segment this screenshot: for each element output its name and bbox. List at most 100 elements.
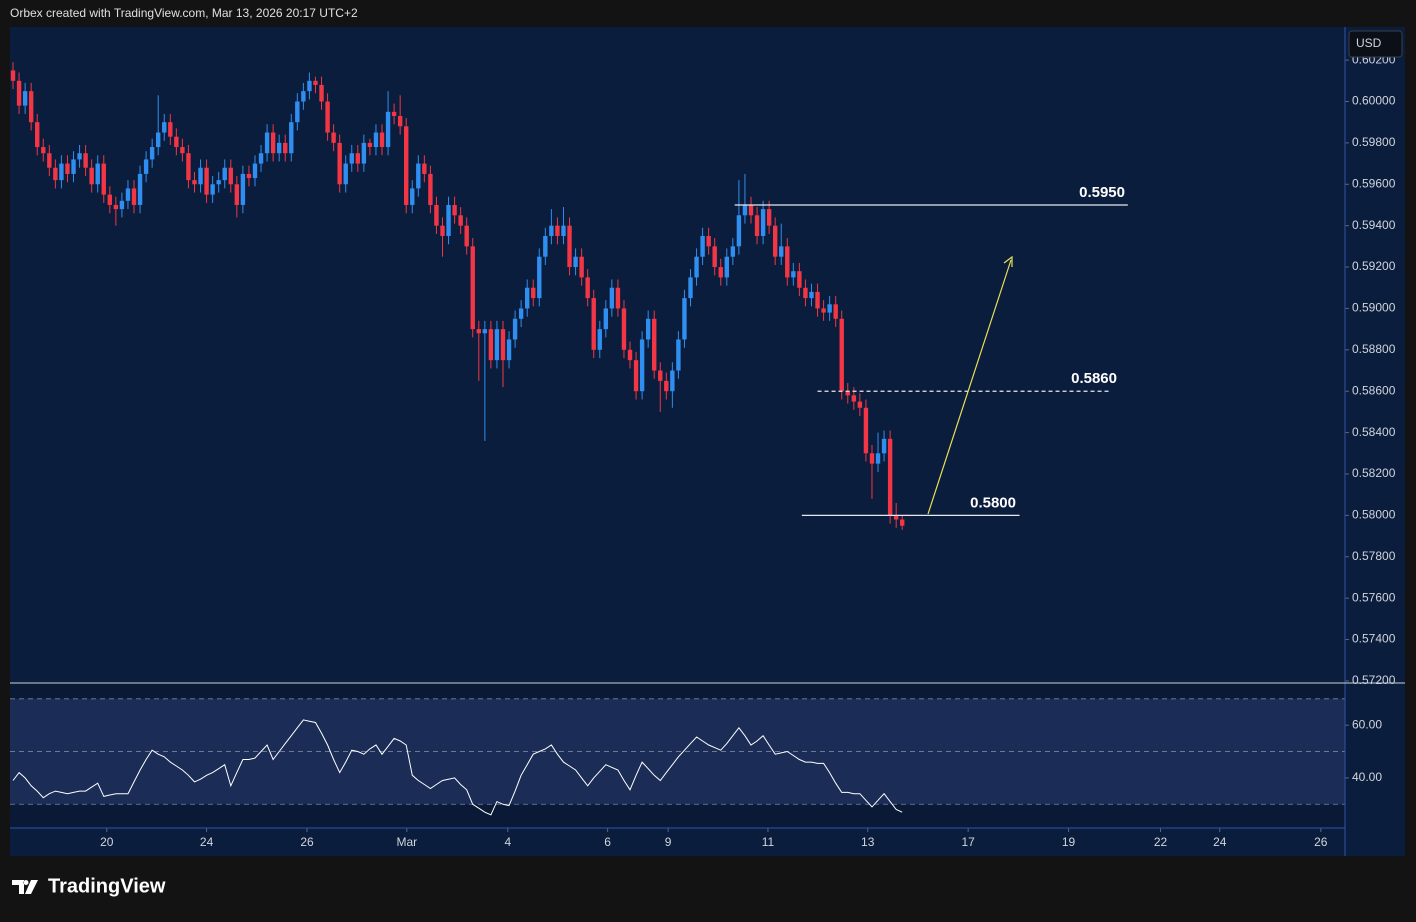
candle-body — [700, 236, 705, 257]
candle-body — [821, 308, 826, 313]
level-label: 0.5950 — [1079, 184, 1125, 201]
y-tick-label: 0.57600 — [1352, 590, 1396, 604]
candle-body — [28, 91, 34, 123]
candle-body — [434, 204, 439, 226]
candle-body — [186, 153, 191, 181]
candle-body — [113, 204, 119, 210]
candle-body — [543, 236, 548, 257]
candle-body — [779, 246, 784, 257]
y-tick-label: 40.00 — [1352, 770, 1382, 784]
y-tick-label: 60.00 — [1352, 717, 1382, 731]
y-tick-label: 0.57800 — [1352, 549, 1396, 563]
candle-body — [204, 167, 209, 195]
candle-body — [531, 287, 536, 299]
x-tick-label: 22 — [1154, 835, 1168, 849]
x-tick-label: 24 — [1213, 835, 1227, 849]
candle-body — [162, 122, 167, 133]
candle-body — [137, 173, 143, 205]
x-tick-label: 13 — [861, 835, 875, 849]
candle-body — [446, 204, 451, 237]
y-tick-label: 0.60000 — [1352, 94, 1396, 108]
candle-body — [355, 153, 361, 164]
candle-body — [524, 287, 530, 309]
candle-body — [518, 308, 524, 319]
candle-body — [95, 163, 100, 185]
candle-body — [252, 163, 258, 179]
candle-body — [35, 122, 40, 148]
candle-body — [458, 215, 463, 226]
candle-body — [585, 277, 590, 299]
candle-body — [210, 184, 215, 195]
candle-body — [452, 204, 457, 216]
header-text: Orbex created with TradingView.com, Mar … — [10, 6, 358, 20]
candle-body — [869, 453, 875, 464]
candle-body — [276, 142, 282, 154]
x-tick-label: 20 — [100, 835, 114, 849]
candle-body — [101, 163, 106, 195]
candle-body — [440, 225, 445, 237]
y-tick-label: 0.59200 — [1352, 259, 1396, 273]
candle-body — [760, 209, 766, 237]
candle-body — [863, 407, 869, 454]
y-tick-label: 0.58400 — [1352, 425, 1396, 439]
candle-body — [645, 318, 651, 340]
candle-body — [664, 380, 669, 392]
candle-body — [373, 132, 379, 148]
candle-body — [143, 159, 149, 174]
candle-body — [464, 225, 469, 247]
candle-body — [385, 111, 391, 148]
candle-body — [107, 194, 113, 205]
candle-body — [192, 180, 197, 185]
candle-body — [246, 173, 252, 179]
candle-body — [633, 360, 639, 392]
candle-body — [391, 111, 397, 116]
candle-body — [851, 395, 857, 402]
candle-body — [83, 153, 88, 168]
candle-body — [494, 329, 500, 361]
candle-body — [331, 132, 336, 143]
candle-body — [670, 370, 675, 392]
candle-body — [652, 318, 657, 371]
candle-body — [748, 204, 754, 216]
projection-arrow — [927, 259, 1012, 515]
candle-body — [89, 167, 94, 185]
candle-body — [706, 236, 711, 247]
candle-body — [65, 163, 70, 174]
rsi-line — [12, 719, 903, 816]
candle-body — [470, 246, 475, 330]
candle-body — [785, 246, 790, 278]
x-tick-label: 24 — [200, 835, 214, 849]
candle-body — [615, 287, 621, 309]
candle-body — [555, 225, 560, 237]
candle-body — [567, 225, 572, 268]
logo-text: TradingView — [48, 875, 166, 897]
candle-body — [222, 167, 227, 181]
candle-body — [658, 370, 663, 381]
candle-body — [579, 256, 584, 278]
candle-body — [174, 136, 179, 148]
candle-body — [325, 101, 330, 133]
candle-body — [845, 391, 850, 396]
candle-body — [639, 339, 645, 392]
x-tick-label: 19 — [1062, 835, 1076, 849]
candle-body — [754, 215, 760, 237]
x-tick-label: 4 — [504, 835, 511, 849]
candle-body — [573, 256, 578, 268]
candle-body — [833, 304, 838, 319]
candle-body — [688, 277, 693, 299]
candle-body — [295, 101, 300, 123]
candle-body — [694, 256, 699, 278]
candle-body — [337, 142, 342, 185]
y-tick-label: 0.57200 — [1352, 673, 1396, 687]
candle-body — [258, 153, 264, 164]
y-tick-label: 0.58200 — [1352, 466, 1396, 480]
plot-layer: 0.57200 0.57400 0.57600 0.57800 0.58000 0.582… — [10, 52, 1396, 849]
candle-body — [591, 298, 596, 350]
candle-body — [791, 271, 796, 278]
candle-body — [881, 438, 887, 454]
candle-body — [180, 147, 185, 154]
candle-body — [718, 267, 723, 278]
candle-body — [488, 329, 494, 361]
candle-body — [900, 519, 905, 526]
candle-body — [313, 80, 318, 85]
